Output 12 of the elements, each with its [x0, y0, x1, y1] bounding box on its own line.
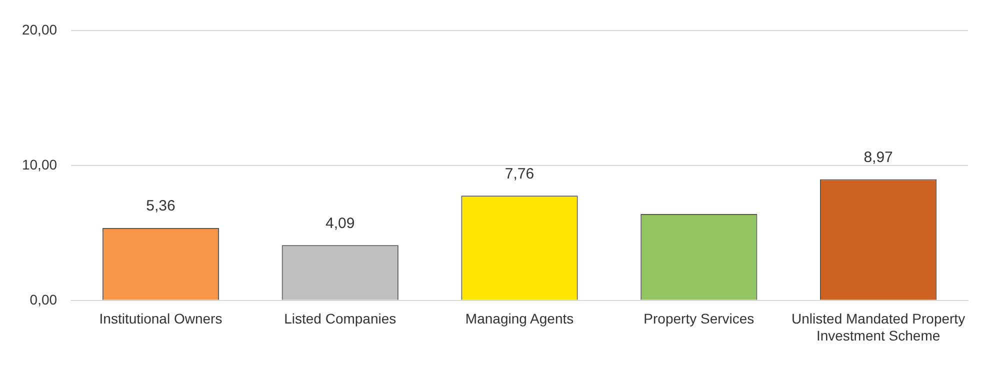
x-tick-label: Listed Companies — [284, 310, 396, 327]
data-label: 5,36 — [146, 198, 176, 215]
data-label: 4,09 — [326, 214, 355, 232]
x-tick-label: Property Services — [644, 310, 754, 327]
y-tick-label: 10,00 — [22, 156, 58, 172]
x-tick-label: Unlisted Mandated Property Investment Scheme — [792, 310, 966, 344]
data-label: 8,97 — [864, 148, 893, 166]
data-label: 7,76 — [504, 165, 534, 182]
y-tick-label: 20,00 — [22, 21, 58, 38]
y-tick-label: 0,00 — [30, 291, 58, 308]
x-tick-label: Managing Agents — [465, 310, 574, 327]
x-tick-label: Institutional Owners — [99, 310, 222, 327]
